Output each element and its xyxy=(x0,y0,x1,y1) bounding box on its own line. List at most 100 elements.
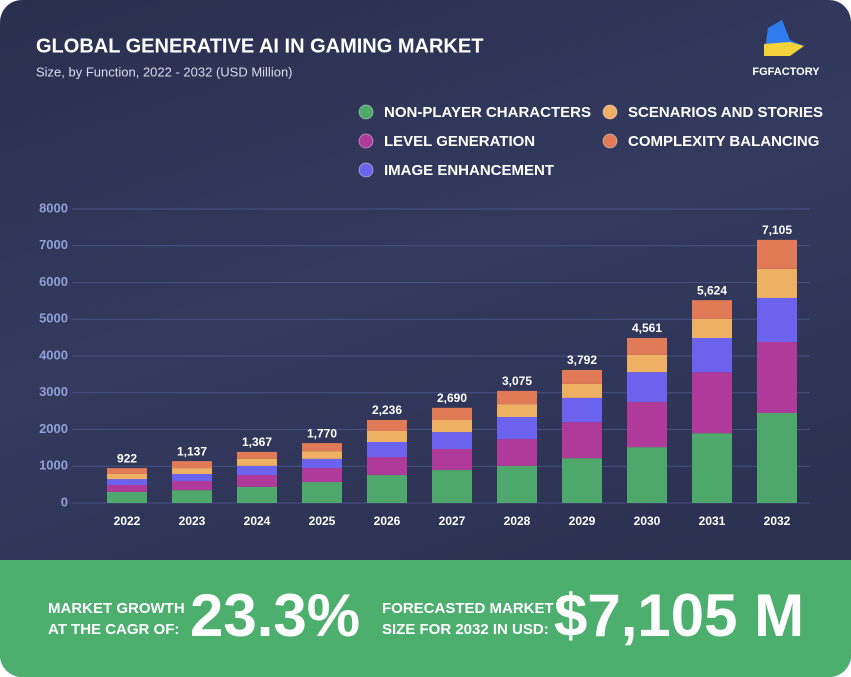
bar-segment xyxy=(237,451,277,459)
x-tick-label: 2026 xyxy=(374,514,401,528)
bar-segment xyxy=(107,479,147,485)
bar-segment xyxy=(237,475,277,487)
growth-label: MARKET GROWTH xyxy=(48,600,185,617)
bar-segment xyxy=(237,465,277,476)
bar-segment xyxy=(107,491,147,503)
bar-segment xyxy=(627,354,667,373)
forecast-value: $7,105 M xyxy=(554,582,804,649)
bar-segment xyxy=(172,468,212,474)
bar-segment xyxy=(302,468,342,483)
legend-label: LEVEL GENERATION xyxy=(384,133,535,150)
bar-segment xyxy=(172,480,212,491)
logo: FGFACTORY xyxy=(752,20,820,78)
brand: FGFACTORY xyxy=(752,66,820,78)
bar-segment xyxy=(692,337,732,373)
bar-segment xyxy=(237,458,277,466)
chart-title: GLOBAL GENERATIVE AI IN GAMING MARKET xyxy=(36,35,483,57)
bar-segment xyxy=(367,419,407,431)
bar-segment xyxy=(692,300,732,319)
bar-segment xyxy=(432,419,472,433)
bar-segment xyxy=(367,457,407,476)
bar-segment xyxy=(302,443,342,452)
bar-segment xyxy=(432,407,472,420)
legend-label: COMPLEXITY BALANCING xyxy=(628,133,819,150)
x-tick-label: 2025 xyxy=(309,514,336,528)
x-tick-label: 2029 xyxy=(569,514,596,528)
legend-label: SCENARIOS AND STORIES xyxy=(628,104,823,121)
footer: MARKET GROWTH AT THE CAGR OF: 23.3% FORE… xyxy=(48,582,804,649)
x-tick-label: 2027 xyxy=(439,514,466,528)
bar-segment xyxy=(757,268,797,298)
bar-segment xyxy=(562,383,602,398)
x-tick-label: 2024 xyxy=(244,514,271,528)
x-tick-label: 2032 xyxy=(764,514,791,528)
legend-marker xyxy=(602,104,618,120)
bar-segment xyxy=(627,447,667,503)
bar-segment xyxy=(497,404,537,418)
bar-segment xyxy=(237,486,277,503)
bar-segment xyxy=(497,465,537,503)
bar-segment xyxy=(172,473,212,481)
y-tick-label: 2000 xyxy=(39,421,68,436)
bar-segment xyxy=(497,417,537,440)
bar-segment xyxy=(432,469,472,503)
total-label: 1,367 xyxy=(242,435,272,449)
y-tick-label: 4000 xyxy=(39,347,68,362)
bar-segment xyxy=(302,482,342,503)
total-label: 2,236 xyxy=(372,403,402,417)
y-tick-label: 6000 xyxy=(39,274,68,289)
x-tick-label: 2022 xyxy=(114,514,141,528)
x-tick-label: 2028 xyxy=(504,514,531,528)
total-label: 1,770 xyxy=(307,426,337,440)
bar-segment xyxy=(627,372,667,402)
bar-segment xyxy=(692,433,732,503)
forecast-label: FORECASTED MARKET xyxy=(382,600,554,617)
bar-segment xyxy=(757,297,797,343)
bar-segment xyxy=(497,439,537,466)
legend-marker xyxy=(358,162,374,178)
total-label: 1,137 xyxy=(177,444,207,458)
bar-segment xyxy=(172,461,212,469)
y-tick-label: 3000 xyxy=(39,384,68,399)
bar-segment xyxy=(172,490,212,503)
legend-label: IMAGE ENHANCEMENT xyxy=(384,162,554,179)
bar-segment xyxy=(627,337,667,355)
bar-segment xyxy=(367,441,407,458)
x-tick-label: 2031 xyxy=(699,514,726,528)
bar-segment xyxy=(107,468,147,474)
legend-label: NON-PLAYER CHARACTERS xyxy=(384,104,591,121)
bar-segment xyxy=(367,475,407,503)
bar-segment xyxy=(302,451,342,459)
bar-segment xyxy=(367,430,407,442)
growth-value: 23.3% xyxy=(190,582,360,649)
bar-segment xyxy=(562,422,602,459)
bar-segment xyxy=(562,458,602,503)
legend-marker xyxy=(358,133,374,149)
x-tick-label: 2030 xyxy=(634,514,661,528)
legend-marker xyxy=(602,133,618,149)
bar-segment xyxy=(627,401,667,448)
bar-segment xyxy=(432,432,472,449)
legend-marker xyxy=(358,104,374,120)
y-tick-label: 7000 xyxy=(39,237,68,252)
y-tick-label: 8000 xyxy=(39,200,68,215)
bar-segment xyxy=(107,484,147,492)
total-label: 4,561 xyxy=(632,321,662,335)
growth-label: AT THE CAGR OF: xyxy=(48,621,179,638)
bar-segment xyxy=(692,372,732,434)
bar-segment xyxy=(757,412,797,503)
y-tick-label: 5000 xyxy=(39,311,68,326)
bar-segment xyxy=(107,473,147,480)
bar-segment xyxy=(692,318,732,338)
bar-segment xyxy=(432,448,472,470)
logo-shape xyxy=(764,42,804,56)
bar-segment xyxy=(562,369,602,384)
total-label: 7,105 xyxy=(762,223,792,237)
y-tick-label: 1000 xyxy=(39,458,68,473)
bar-segment xyxy=(757,239,797,269)
total-label: 922 xyxy=(117,451,137,465)
bar-segment xyxy=(497,390,537,405)
bar-segment xyxy=(302,458,342,469)
